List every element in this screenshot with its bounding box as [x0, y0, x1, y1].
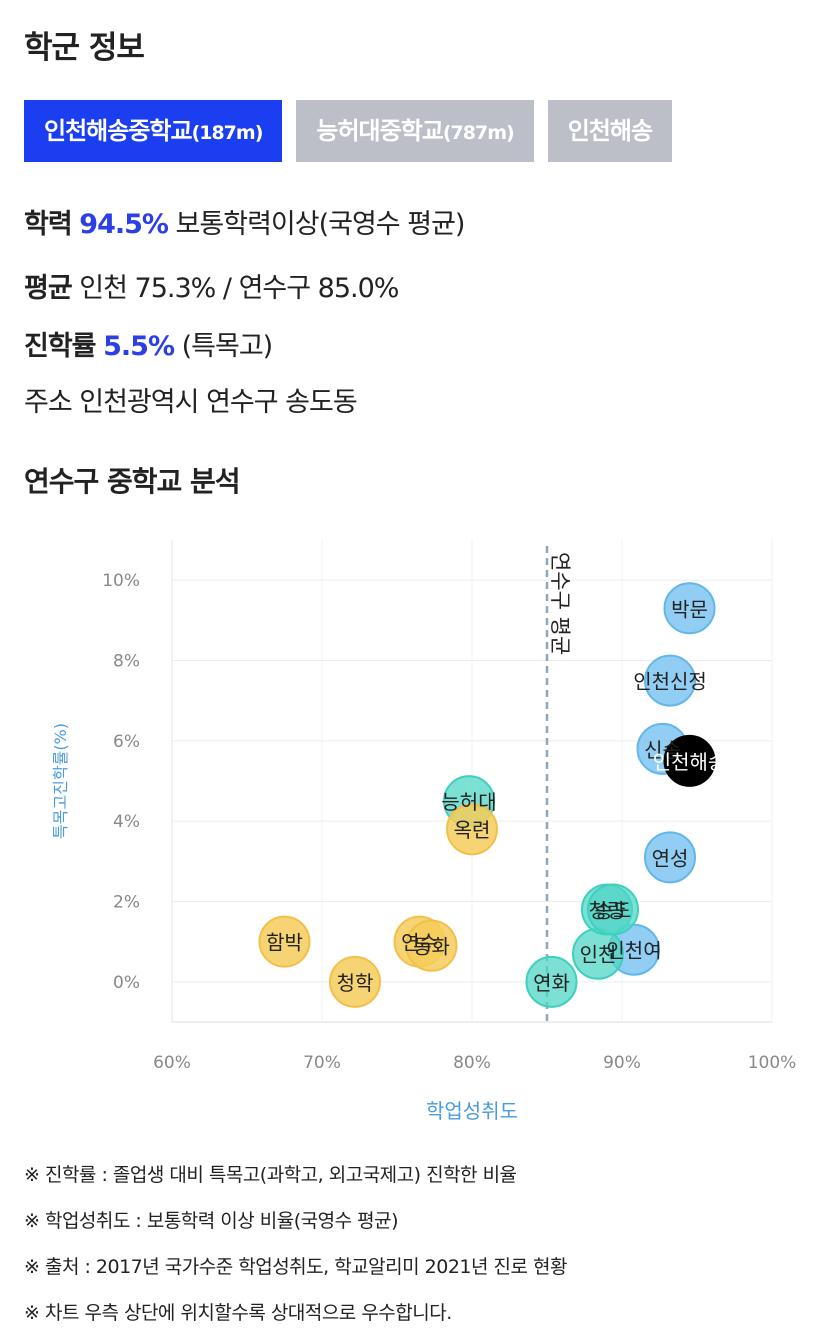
- point-label-옥련: 옥련: [454, 818, 491, 842]
- point-동화: [405, 919, 458, 972]
- tab-school-2-name: 능허대중학교: [316, 117, 443, 145]
- point-송도: [587, 883, 639, 936]
- y-axis-title: 특목고진학률(%): [51, 723, 70, 839]
- point-label-함박: 함박: [266, 931, 303, 955]
- x-tick-label: 80%: [453, 1053, 491, 1073]
- scatter-chart: 0% 2% 4% 6% 8% 10% 60% 70% 80% 90% 100% 학업성취도 특목고진학률…: [51, 540, 797, 1123]
- average-text: 인천 75.3% / 연수구 85.0%: [79, 273, 399, 304]
- achievement-suffix: 보통학력이상(국영수 평균): [175, 209, 466, 240]
- point-label-박문: 박문: [671, 597, 708, 621]
- point-label-능허대: 능허대: [441, 790, 496, 814]
- point-label-송도: 송도: [595, 899, 632, 923]
- tab-school-1-distance: (187m): [191, 122, 264, 144]
- point-인천신정: [644, 654, 696, 707]
- point-label-청학: 청학: [337, 971, 374, 995]
- advancement-row: 진학률 5.5% (특목고): [24, 324, 274, 363]
- section-title: 연수구 중학교 분석: [24, 465, 241, 498]
- point-연성: [644, 831, 696, 884]
- point-label-청량: 청량: [589, 899, 626, 923]
- y-tick-label: 6%: [113, 732, 140, 752]
- y-tick-label: 8%: [113, 652, 140, 672]
- x-axis-title: 학업성취도: [426, 1099, 518, 1123]
- point-label-인천여: 인천여: [606, 939, 661, 963]
- tab-school-1-name: 인천해송중학교: [44, 117, 193, 145]
- x-tick-label: 60%: [153, 1053, 191, 1073]
- point-label-인천신정: 인천신정: [633, 670, 707, 694]
- point-label-인천해송: 인천해송: [653, 750, 727, 774]
- point-인천해송: [663, 734, 716, 787]
- y-tick-label: 2%: [113, 893, 140, 913]
- point-label-인천: 인천: [580, 943, 617, 967]
- point-label-동화: 동화: [413, 935, 450, 959]
- address-label: 주소: [24, 387, 73, 418]
- achievement-value: 94.5%: [79, 209, 169, 240]
- point-박문: [663, 582, 716, 635]
- y-tick-label: 0%: [113, 973, 140, 993]
- tab-school-3-name: 인천해송: [567, 117, 653, 145]
- tab-school-2-distance: (787m): [442, 122, 515, 144]
- page-title: 학군 정보: [24, 30, 145, 66]
- advancement-label: 진학률: [24, 331, 97, 362]
- advancement-value: 5.5%: [103, 331, 175, 362]
- address-text: 인천광역시 연수구 송도동: [79, 387, 357, 418]
- note-2: ※ 학업성취도 : 보통학력 이상 비율(국영수 평균): [24, 1210, 399, 1232]
- point-청학: [329, 955, 381, 1008]
- advancement-suffix: (특목고): [181, 331, 274, 362]
- average-row: 평균 인천 75.3% / 연수구 85.0%: [24, 266, 399, 305]
- point-label-연화: 연화: [533, 971, 570, 995]
- achievement-label: 학력: [24, 209, 73, 240]
- x-tick-label: 90%: [603, 1053, 641, 1073]
- point-label-연성: 연성: [652, 846, 689, 870]
- reference-line-label: 연수구 평균: [548, 552, 572, 655]
- y-tick-label: 4%: [113, 812, 140, 832]
- point-옥련: [446, 803, 498, 856]
- point-label-연수: 연수: [401, 931, 438, 955]
- address-row: 주소 인천광역시 연수구 송도동: [24, 380, 358, 419]
- tab-school-2[interactable]: 능허대중학교(787m): [296, 100, 534, 162]
- tab-school-3[interactable]: 인천해송: [547, 100, 673, 162]
- point-함박: [258, 915, 311, 968]
- note-4: ※ 차트 우측 상단에 위치할수록 상대적으로 우수합니다.: [24, 1302, 452, 1324]
- note-1: ※ 진학률 : 졸업생 대비 특목고(과학고, 외고국제고) 진학한 비율: [24, 1164, 517, 1186]
- school-tabs: 인천해송중학교(187m) 능허대중학교(787m) 인천해송: [24, 100, 804, 162]
- x-tick-label: 100%: [748, 1053, 797, 1073]
- point-연화: [525, 955, 578, 1008]
- point-label-신송: 신송: [644, 738, 681, 762]
- x-tick-label: 70%: [303, 1053, 341, 1073]
- y-tick-label: 10%: [102, 571, 140, 591]
- achievement-row: 학력 94.5% 보통학력이상(국영수 평균): [24, 202, 466, 241]
- note-3: ※ 출처 : 2017년 국가수준 학업성취도, 학교알리미 2021년 진로 …: [24, 1256, 568, 1278]
- tab-school-1[interactable]: 인천해송중학교(187m): [24, 100, 283, 162]
- notes: ※ 진학률 : 졸업생 대비 특목고(과학고, 외고국제고) 진학한 비율 ※ …: [24, 1152, 568, 1336]
- average-label: 평균: [24, 273, 73, 304]
